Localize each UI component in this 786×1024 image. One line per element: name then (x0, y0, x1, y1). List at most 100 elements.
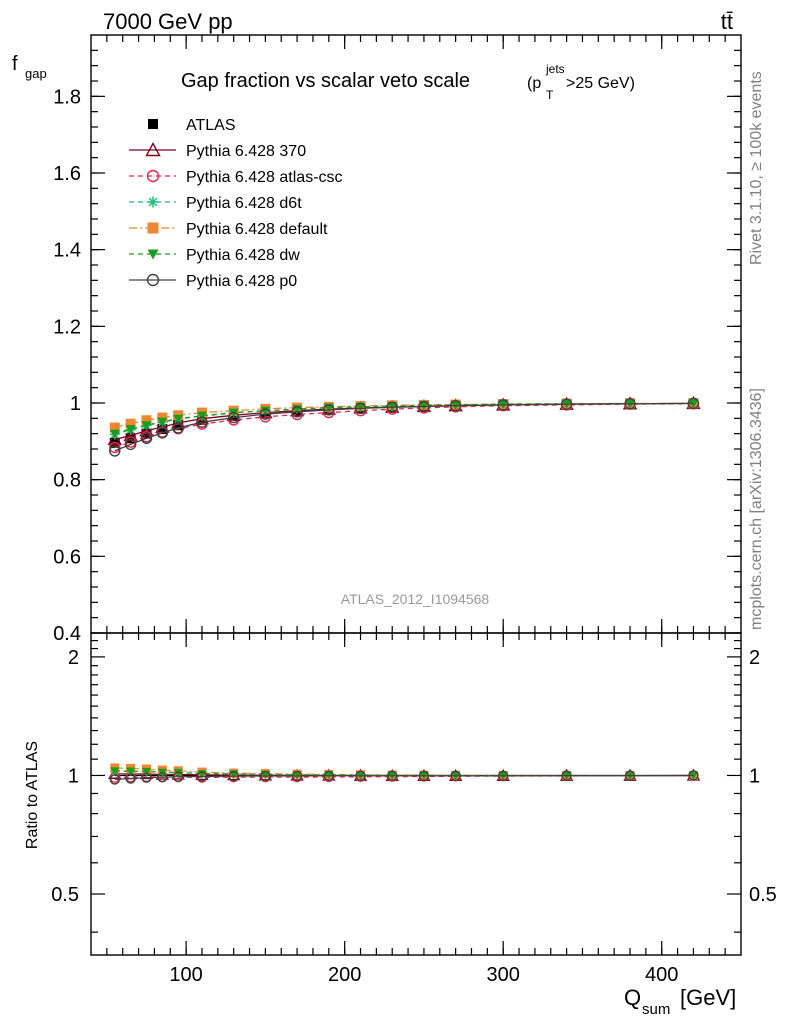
energy-label: 7000 GeV pp (103, 9, 233, 34)
ratio-point-pythia-6-428-p0 (418, 770, 430, 781)
xtick-label: 300 (487, 964, 520, 986)
ratio-ytick-label-right: 1 (749, 765, 760, 787)
xlabel-main: Q (624, 985, 641, 1010)
legend-entry-pythia-6-428-dw: Pythia 6.428 dw (129, 247, 300, 264)
legend-marker-pythia-6-428-p0 (146, 273, 160, 287)
point-atlas (173, 420, 184, 431)
point-pythia-6-428-default (157, 412, 168, 423)
point-pythia-6-428-p0 (227, 411, 240, 424)
main-ytick-label: 1.2 (53, 316, 81, 338)
ratio-point-pythia-6-428-p0 (125, 773, 136, 784)
ratio-series-pythia-6-428-p0 (109, 770, 699, 785)
point-pythia-6-428-p0 (109, 445, 121, 457)
ratio-ytick-label-right: 2 (749, 647, 760, 669)
main-ylabel-subscript: gap (25, 66, 47, 81)
legend-label-pythia-6-428-atlas-csc: Pythia 6.428 atlas-csc (186, 169, 343, 186)
point-pythia-6-428-dw (196, 411, 207, 421)
main-ytick-label: 1 (70, 393, 81, 415)
ratio-ytick-label-left: 1 (68, 765, 79, 787)
ratio-ylabel: Ratio to ATLAS (24, 741, 41, 849)
ratio-point-pythia-6-428-p0 (157, 772, 168, 783)
point-pythia-6-428-p0 (354, 402, 367, 415)
point-pythia-6-428-atlas-csc (109, 441, 121, 454)
xtick-label: 400 (645, 964, 678, 986)
point-pythia-6-428-dw (418, 401, 429, 411)
point-pythia-6-428-dw (109, 429, 120, 439)
ratio-point-pythia-6-428-p0 (228, 770, 239, 782)
legend-label-pythia-6-428-d6t: Pythia 6.428 d6t (186, 195, 302, 212)
main-ytick-label: 1.8 (53, 86, 81, 108)
ratio-point-pythia-6-428-dw (173, 768, 183, 777)
main-ytick-label: 0.6 (53, 546, 81, 568)
xtick-label: 100 (169, 964, 202, 986)
point-pythia-6-428-p0 (196, 416, 208, 428)
legend-entry-pythia-6-428-atlas-csc: Pythia 6.428 atlas-csc (129, 169, 343, 186)
point-pythia-6-428-default (109, 422, 120, 433)
ratio-point-pythia-6-428-dw (260, 770, 270, 779)
ratio-point-pythia-6-428-p0 (109, 774, 120, 785)
point-pythia-6-428-dw (355, 402, 366, 412)
series-line-pythia-6-428-atlas-csc (114, 403, 694, 449)
main-ytick-label: 0.4 (53, 623, 81, 645)
point-pythia-6-428-p0 (560, 398, 573, 410)
legend-label-atlas: ATLAS (186, 117, 236, 134)
xtick-label: 200 (328, 964, 361, 986)
main-ytick-label: 0.8 (53, 470, 81, 492)
ratio-point-pythia-6-428-p0 (561, 770, 572, 781)
legend-marker-atlas (148, 119, 158, 129)
point-pythia-6-428-default (125, 418, 136, 429)
main-ytick-label: 1.4 (53, 240, 81, 262)
series-line-pythia-6-428-dw (114, 402, 694, 435)
ratio-point-pythia-6-428-p0 (688, 770, 699, 781)
chart-title-cut-superscript: jets (545, 62, 565, 76)
ratio-panel-frame (90, 632, 742, 956)
point-pythia-6-428-p0 (259, 408, 272, 420)
point-pythia-6-428-p0 (624, 398, 636, 410)
point-pythia-6-428-p0 (449, 399, 462, 412)
point-pythia-6-428-370 (139, 423, 154, 437)
legend-entry-pythia-6-428-d6t: Pythia 6.428 d6t (129, 195, 302, 212)
chart-title-cut-prefix: (p (527, 75, 541, 92)
legend-marker-pythia-6-428-d6t (147, 196, 159, 208)
ratio-point-pythia-6-428-p0 (355, 770, 366, 781)
ratio-point-pythia-6-428-p0 (450, 770, 461, 781)
ratio-point-pythia-6-428-p0 (624, 770, 636, 781)
point-pythia-6-428-p0 (386, 401, 398, 413)
chart-title-cut-suffix: >25 GeV) (566, 75, 635, 92)
ratio-point-pythia-6-428-p0 (387, 770, 398, 781)
point-pythia-6-428-370 (107, 431, 122, 446)
point-pythia-6-428-p0 (140, 432, 153, 444)
legend: ATLAS Pythia 6.428 370 Pythia 6.428 atlas-… (129, 117, 343, 290)
point-pythia-6-428-p0 (291, 406, 303, 418)
legend-entry-pythia-6-428-p0: Pythia 6.428 p0 (129, 273, 297, 290)
xlabel-unit: [GeV] (680, 985, 736, 1010)
legend-marker-pythia-6-428-atlas-csc (146, 169, 160, 183)
ratio-point-pythia-6-428-p0 (497, 770, 509, 781)
ratio-point-pythia-6-428-dw (110, 767, 120, 776)
legend-entry-pythia-6-428-370: Pythia 6.428 370 (129, 142, 306, 160)
point-pythia-6-428-370 (123, 428, 138, 442)
analysis-watermark: ATLAS_2012_I1094568 (341, 591, 490, 607)
ratio-point-pythia-6-428-p0 (291, 770, 303, 782)
point-pythia-6-428-p0 (497, 399, 509, 411)
chart-title: Gap fraction vs scalar veto scale (181, 70, 470, 92)
main-ylabel: f (12, 53, 18, 75)
point-pythia-6-428-p0 (124, 438, 137, 451)
point-pythia-6-428-default (141, 415, 152, 426)
point-atlas (157, 424, 168, 435)
series-pythia-6-428-p0 (109, 397, 700, 457)
point-pythia-6-428-p0 (156, 427, 169, 439)
point-pythia-6-428-dw (141, 421, 152, 431)
main-ytick-label: 1.6 (53, 163, 81, 185)
ratio-line-pythia-6-428-p0 (114, 774, 694, 780)
series-line-pythia-6-428-p0 (114, 402, 694, 452)
point-pythia-6-428-dw (157, 417, 168, 427)
ratio-point-pythia-6-428-dw (141, 767, 151, 776)
legend-marker-pythia-6-428-default (147, 222, 159, 234)
ratio-ytick-label-left: 2 (68, 647, 79, 669)
ratio-point-pythia-6-428-dw (688, 771, 698, 780)
series-pythia-6-428-dw (109, 399, 699, 439)
ratio-point-pythia-6-428-dw (126, 767, 136, 776)
